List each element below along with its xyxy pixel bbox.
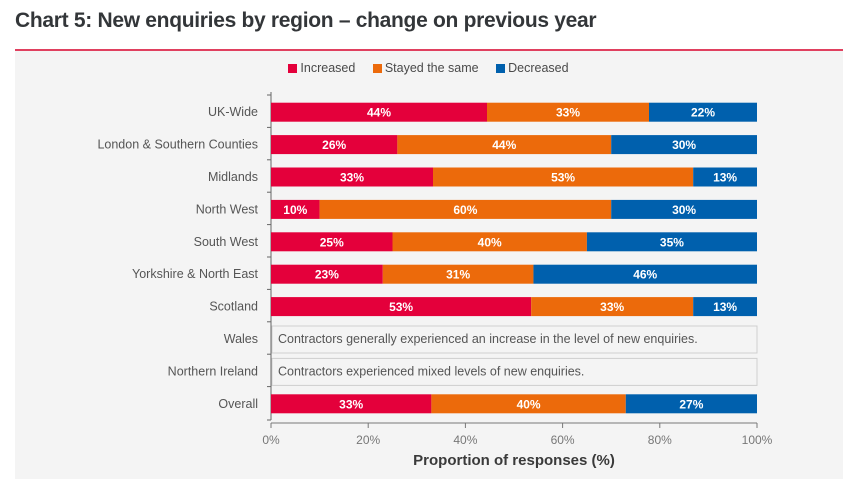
bar-label-decreased-london-and-southern-counties: 30% <box>672 138 696 152</box>
chart-title: Chart 5: New enquiries by region – chang… <box>15 9 597 32</box>
annotation-box-wales <box>271 325 758 354</box>
bar-increased-south-west <box>271 232 393 252</box>
bar-label-increased-london-and-southern-counties: 26% <box>322 138 346 152</box>
legend-item-increased: Increased <box>288 61 355 75</box>
bar-label-stayed-the-same-south-west: 40% <box>478 235 502 249</box>
bar-label-increased-south-west: 25% <box>320 235 344 249</box>
x-tick-label: 0% <box>262 433 280 447</box>
category-label-yorkshire-and-north-east: Yorkshire & North East <box>132 267 259 281</box>
bar-decreased-scotland <box>693 297 757 317</box>
category-label-uk-wide: UK-Wide <box>208 105 258 119</box>
bar-label-increased-yorkshire-and-north-east: 23% <box>315 268 339 282</box>
bar-label-decreased-midlands: 13% <box>713 171 737 185</box>
x-tick-label: 20% <box>356 433 380 447</box>
bar-decreased-midlands <box>693 167 757 187</box>
bar-label-increased-midlands: 33% <box>340 171 364 185</box>
bar-label-decreased-yorkshire-and-north-east: 46% <box>633 268 657 282</box>
bar-increased-scotland <box>271 297 532 317</box>
legend-label-increased: Increased <box>300 61 356 75</box>
legend-item-decreased: Decreased <box>496 61 569 75</box>
category-label-london-and-southern-counties: London & Southern Counties <box>97 138 258 152</box>
x-tick-label: 60% <box>551 433 575 447</box>
legend-label-decreased: Decreased <box>508 61 569 75</box>
bar-increased-yorkshire-and-north-east <box>271 264 383 284</box>
bar-increased-north-west <box>271 199 320 219</box>
bar-increased-london-and-southern-counties <box>271 135 398 155</box>
bar-increased-midlands <box>271 167 433 187</box>
category-label-scotland: Scotland <box>209 300 258 314</box>
annotation-text-wales: Contractors generally experienced an inc… <box>278 332 698 346</box>
bar-label-stayed-the-same-london-and-southern-counties: 44% <box>492 138 516 152</box>
category-label-northern-ireland: Northern Ireland <box>168 364 258 378</box>
bar-stayed-the-same-south-west <box>392 232 587 252</box>
bar-label-stayed-the-same-uk-wide: 33% <box>556 106 580 120</box>
bar-decreased-london-and-southern-counties <box>611 135 757 155</box>
category-label-overall: Overall <box>218 397 258 411</box>
bar-label-decreased-north-west: 30% <box>672 203 696 217</box>
bar-stayed-the-same-scotland <box>531 297 694 317</box>
bar-decreased-north-west <box>611 199 757 219</box>
legend-swatch-stayed-the-same <box>372 64 382 73</box>
bar-decreased-south-west <box>586 232 757 252</box>
bar-increased-overall <box>271 394 432 414</box>
bar-stayed-the-same-london-and-southern-counties <box>397 135 612 155</box>
bar-label-stayed-the-same-midlands: 53% <box>551 171 575 185</box>
bar-label-stayed-the-same-scotland: 33% <box>600 300 624 314</box>
bar-stayed-the-same-north-west <box>319 199 612 219</box>
bar-stayed-the-same-uk-wide <box>487 102 649 122</box>
x-tick-label: 100% <box>742 433 773 447</box>
category-label-midlands: Midlands <box>208 170 258 184</box>
legend-label-stayed-the-same: Stayed the same <box>384 61 479 75</box>
bar-stayed-the-same-yorkshire-and-north-east <box>382 264 534 284</box>
legend: Increased Stayed the same Decreased <box>0 61 857 75</box>
bar-label-increased-overall: 33% <box>339 397 363 411</box>
bar-stayed-the-same-midlands <box>433 167 694 187</box>
bar-label-decreased-overall: 27% <box>679 397 703 411</box>
category-label-wales: Wales <box>224 332 258 346</box>
annotation-text-northern-ireland: Contractors experienced mixed levels of … <box>278 364 584 378</box>
legend-item-stayed-the-same: Stayed the same <box>372 61 479 75</box>
x-axis-title: Proportion of responses (%) <box>413 452 615 469</box>
bar-label-stayed-the-same-overall: 40% <box>517 397 541 411</box>
x-tick-label: 40% <box>453 433 477 447</box>
bar-label-increased-north-west: 10% <box>283 203 307 217</box>
bar-decreased-overall <box>625 394 757 414</box>
legend-swatch-decreased <box>496 64 506 73</box>
bar-label-decreased-scotland: 13% <box>713 300 737 314</box>
x-tick-label: 80% <box>648 433 672 447</box>
bar-label-decreased-uk-wide: 22% <box>691 106 715 120</box>
bar-label-stayed-the-same-north-west: 60% <box>453 203 477 217</box>
category-label-south-west: South West <box>194 235 259 249</box>
legend-swatch-increased <box>288 64 298 73</box>
bar-label-decreased-south-west: 35% <box>660 235 684 249</box>
bar-increased-uk-wide <box>271 102 487 122</box>
bar-stayed-the-same-overall <box>431 394 626 414</box>
bar-label-increased-scotland: 53% <box>389 300 413 314</box>
bar-label-increased-uk-wide: 44% <box>367 106 391 120</box>
bar-decreased-uk-wide <box>649 102 757 122</box>
bar-label-stayed-the-same-yorkshire-and-north-east: 31% <box>446 268 470 282</box>
category-label-north-west: North West <box>196 202 259 216</box>
bar-decreased-yorkshire-and-north-east <box>533 264 757 284</box>
annotation-box-northern-ireland <box>271 357 758 386</box>
